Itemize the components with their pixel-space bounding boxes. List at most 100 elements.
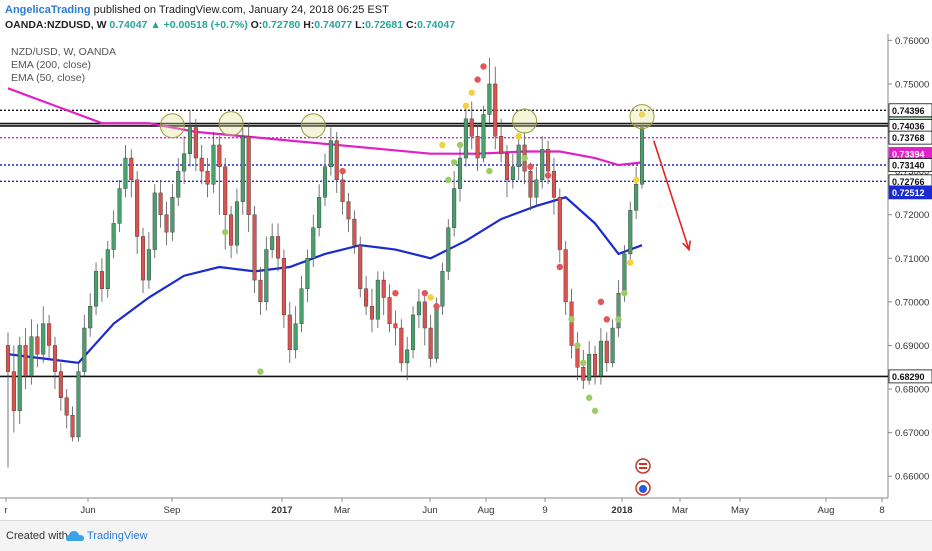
author-link[interactable]: AngelicaTrading: [5, 4, 91, 16]
level-price-tag: [888, 369, 932, 384]
signal-dot: [627, 259, 634, 266]
candle-body: [252, 214, 257, 281]
candle-body: [229, 214, 234, 246]
symbol-label: OANDA:NZDUSD, W: [5, 19, 107, 31]
candle-body: [146, 249, 151, 281]
y-tick-label: 0.72000: [895, 210, 929, 221]
candle-body: [82, 327, 87, 372]
signal-dot: [439, 141, 446, 149]
candle-body: [540, 149, 545, 181]
candle-body: [557, 197, 562, 250]
candle-body: [217, 144, 222, 167]
candle-body: [152, 192, 157, 250]
candle-body: [117, 188, 122, 224]
candle-body: [293, 323, 298, 351]
candle-body: [469, 118, 474, 137]
candle-body: [47, 323, 52, 346]
candle-body: [199, 157, 204, 172]
high-value: 0.74077: [314, 19, 353, 31]
signal-dot: [445, 176, 452, 184]
candle-body: [528, 170, 533, 198]
candle-body: [211, 144, 216, 185]
event-flag-inner-icon: [639, 485, 647, 493]
legend-pair[interactable]: NZD/USD, W, OANDA: [11, 46, 117, 58]
chart-header: AngelicaTrading published on TradingView…: [0, 0, 932, 34]
candle-body: [305, 258, 310, 289]
candle-body: [628, 210, 633, 255]
level-price-tag: [888, 130, 932, 145]
low-value: 0.72681: [365, 19, 404, 31]
level-price-label: 0.74396: [892, 106, 925, 116]
candle-body: [52, 345, 57, 372]
us-flag-stripe-icon: [639, 463, 647, 465]
x-tick-label: Jun: [422, 505, 437, 516]
footer-bar: Created with TradingView: [0, 520, 932, 551]
low-label: L:: [355, 19, 366, 31]
candle-body: [35, 336, 40, 355]
y-tick-label: 0.70000: [895, 297, 929, 308]
x-tick-label: Mar: [672, 505, 688, 516]
candle-body: [176, 170, 181, 198]
signal-dot: [450, 159, 458, 166]
candle-body: [581, 367, 586, 381]
candle-body: [182, 153, 187, 172]
indicator-legend: NZD/USD, W, OANDA EMA (200, close) EMA (…: [11, 46, 116, 85]
candle-body: [499, 136, 504, 154]
signal-dot: [556, 263, 564, 271]
signal-dot: [486, 167, 493, 175]
candle-body: [58, 371, 63, 398]
tradingview-brand[interactable]: TradingView: [87, 530, 148, 542]
candle-body: [375, 279, 380, 320]
candle-body: [287, 314, 292, 351]
candle-body: [593, 353, 598, 377]
price-chart[interactable]: 0.760000.750000.740000.730000.720000.710…: [0, 34, 932, 520]
candle-body: [111, 223, 116, 250]
y-tick-label: 0.75000: [895, 79, 929, 90]
candle-body: [64, 397, 69, 416]
ohlc-line: OANDA:NZDUSD, W 0.74047 ▲ +0.00518 (+0.7…: [5, 19, 455, 31]
level-price-tag: [888, 185, 932, 200]
candle-body: [5, 345, 11, 372]
candle-body: [322, 166, 328, 198]
candle-body: [610, 327, 615, 364]
candle-body: [158, 192, 163, 215]
us-flag-stripe-icon: [639, 467, 647, 469]
y-tick-label: 0.69000: [895, 341, 929, 352]
legend-ema200[interactable]: EMA (200, close): [11, 59, 91, 71]
candle-body: [516, 144, 521, 167]
level-price-label: 0.74036: [892, 121, 925, 131]
candle-body: [328, 140, 333, 167]
signal-dot: [339, 167, 346, 175]
tradingview-cloud-icon: [66, 531, 84, 541]
candle-body: [510, 166, 515, 181]
candle-body: [587, 353, 592, 381]
candle-body: [123, 157, 128, 189]
candle-body: [340, 179, 345, 202]
signal-dot: [603, 316, 610, 323]
candle-body: [563, 249, 568, 303]
candle-body: [546, 149, 551, 172]
candle-body: [487, 83, 492, 115]
open-label: O:: [250, 19, 263, 31]
signal-dot: [433, 303, 440, 310]
candle-body: [416, 301, 421, 316]
legend-ema50[interactable]: EMA (50, close): [11, 72, 86, 84]
candle-body: [399, 327, 404, 364]
candle-body: [334, 140, 339, 181]
candle-body: [264, 249, 269, 303]
candle-body: [129, 157, 134, 181]
signal-dot: [222, 228, 229, 236]
level-price-label: 0.73394: [892, 149, 925, 159]
candle-body: [475, 136, 480, 159]
candle-body: [639, 127, 645, 185]
candle-body: [94, 271, 99, 307]
candle-body: [281, 258, 286, 316]
published-text: published on TradingView.com, January 24…: [93, 4, 389, 16]
candle-body: [604, 340, 609, 364]
x-tick-label: 2017: [271, 505, 292, 516]
candle-body: [76, 371, 81, 438]
open-value: 0.72780: [262, 19, 301, 31]
candle-body: [405, 349, 410, 364]
candle-body: [246, 136, 251, 215]
touch-circle: [300, 113, 326, 139]
